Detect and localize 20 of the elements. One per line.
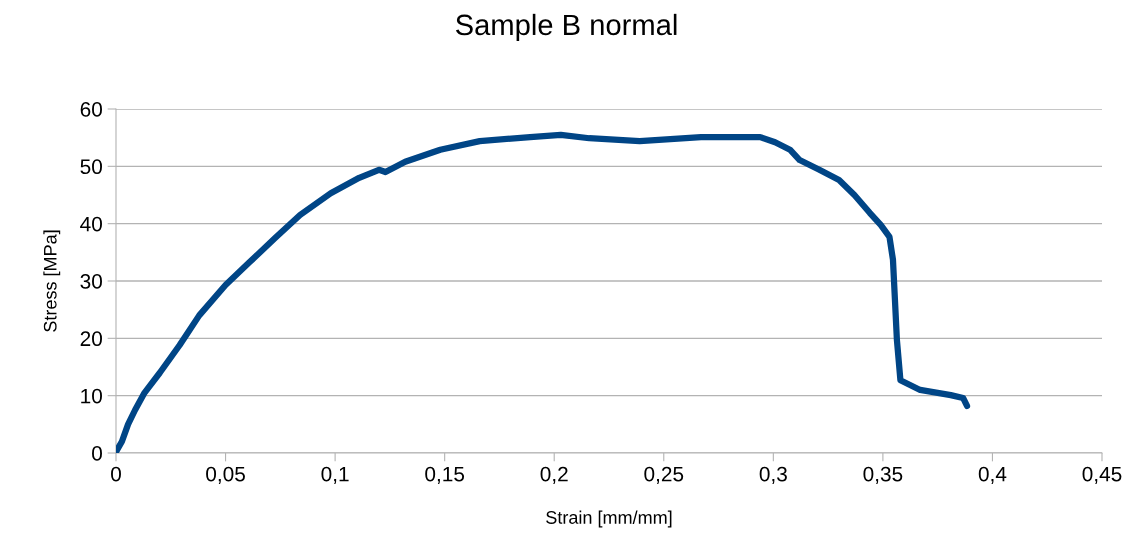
x-tick-label: 0,15 [425, 466, 465, 484]
y-tick-label: 30 [80, 274, 102, 289]
x-tick-label: 0,35 [863, 466, 903, 484]
y-tick-label: 20 [80, 331, 102, 347]
x-tick-label: 0,45 [1082, 466, 1122, 484]
x-tick-label: 0,2 [540, 466, 568, 484]
y-axis-title: Stress [MPa] [43, 230, 61, 332]
x-tick-label: 0,05 [206, 466, 245, 484]
chart-title: Sample B normal [455, 13, 677, 42]
y-tick-label: 10 [81, 388, 102, 404]
y-tick-label: 60 [80, 102, 102, 117]
y-tick-label: 40 [80, 216, 102, 232]
x-tick-label: 0 [111, 466, 121, 482]
y-tick-label: 50 [80, 159, 102, 175]
x-tick-label: 0,3 [759, 466, 787, 484]
x-tick-label: 0,4 [978, 466, 1007, 484]
x-tick-label: 0,25 [644, 466, 684, 484]
y-tick-label: 0 [92, 446, 102, 461]
x-axis-title: Strain [mm/mm] [546, 510, 672, 528]
x-tick-label: 0,1 [321, 466, 349, 484]
